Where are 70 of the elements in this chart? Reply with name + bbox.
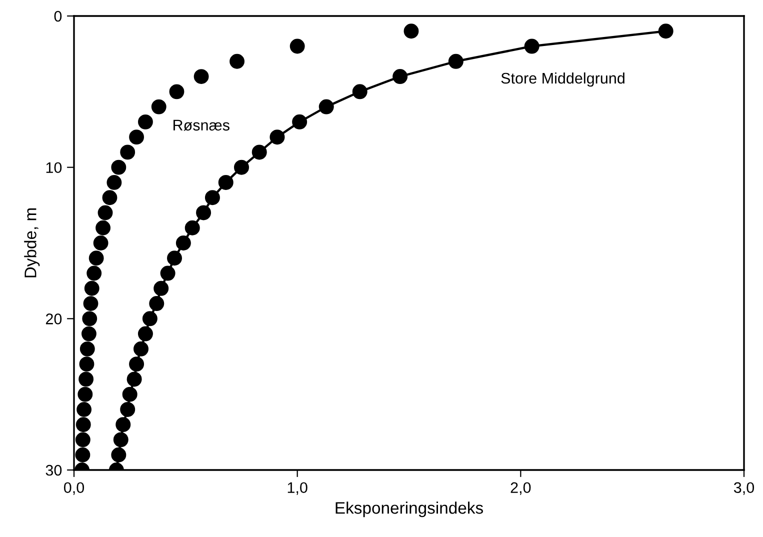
series-label: Store Middelgrund	[501, 72, 624, 87]
y-axis-title: Dybde, m	[24, 208, 40, 278]
point	[142, 311, 158, 326]
point	[218, 174, 234, 190]
point	[78, 372, 94, 387]
point	[116, 417, 131, 432]
point	[204, 190, 220, 206]
point	[184, 220, 200, 236]
point	[79, 356, 94, 372]
point	[88, 250, 104, 266]
x-tick-label: 2,0	[510, 482, 531, 495]
point	[270, 130, 285, 145]
point	[154, 280, 169, 296]
point	[167, 250, 182, 266]
point	[113, 432, 128, 448]
point	[120, 144, 136, 160]
point	[392, 69, 408, 84]
point	[106, 175, 122, 190]
x-tick-label: 0,0	[64, 482, 84, 495]
point	[93, 236, 108, 250]
point	[151, 99, 166, 114]
point	[169, 84, 184, 100]
point	[122, 386, 138, 402]
point	[82, 326, 96, 342]
point	[111, 160, 126, 175]
point	[78, 386, 93, 402]
point	[524, 38, 540, 54]
point	[318, 99, 334, 114]
point	[160, 266, 176, 281]
point	[126, 372, 142, 387]
point	[196, 205, 212, 220]
point	[404, 24, 419, 39]
point	[448, 54, 464, 69]
point	[138, 326, 153, 342]
point	[292, 114, 308, 130]
point	[290, 38, 305, 54]
point	[83, 296, 98, 311]
y-tick-label: 10	[46, 162, 62, 174]
series-label: Røsnæs	[174, 120, 230, 131]
point	[134, 341, 148, 356]
x-tick-label: 3,0	[734, 482, 754, 495]
point	[129, 356, 144, 372]
point	[138, 114, 153, 130]
point	[194, 69, 209, 84]
x-axis-title: Eksponeringsindeks	[336, 502, 483, 518]
point	[84, 280, 100, 296]
point	[102, 190, 118, 206]
point	[176, 236, 191, 250]
y-tick-label: 30	[46, 464, 62, 476]
point	[149, 296, 164, 312]
point	[96, 220, 110, 236]
point	[658, 24, 674, 39]
point	[76, 402, 92, 417]
point	[111, 447, 126, 462]
point	[230, 54, 244, 69]
y-tick-label: 20	[46, 314, 62, 324]
point	[352, 84, 368, 100]
y-tick-label: 0	[54, 10, 62, 22]
point	[75, 447, 90, 462]
point	[98, 205, 113, 220]
x-tick-label: 1,0	[288, 482, 308, 495]
point	[120, 402, 136, 417]
point	[86, 266, 102, 281]
point	[234, 160, 249, 175]
point	[75, 432, 90, 448]
point	[76, 417, 91, 432]
point	[129, 130, 144, 145]
point	[80, 341, 95, 356]
point	[82, 311, 98, 326]
point	[252, 144, 267, 160]
